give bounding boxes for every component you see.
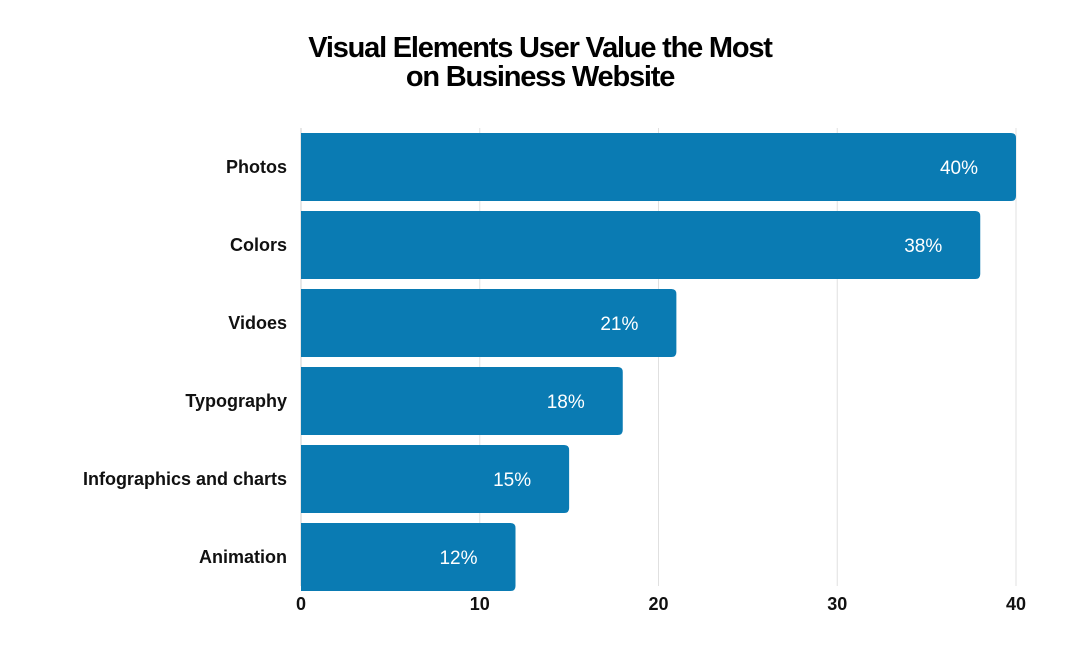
chart-title: Visual Elements User Value the Most on B…	[0, 34, 1080, 92]
bar-infographics-and-charts	[301, 445, 570, 513]
bar-photos	[301, 133, 1016, 201]
category-label: Photos	[226, 157, 287, 177]
data-label: 38%	[904, 236, 942, 257]
bar-typography	[301, 367, 623, 435]
data-label: 40%	[940, 158, 978, 179]
x-tick-label: 30	[827, 594, 847, 614]
category-label: Animation	[199, 547, 287, 567]
chart-title-line-1: Visual Elements User Value the Most	[308, 32, 773, 64]
x-tick-label: 10	[470, 594, 490, 614]
data-label: 15%	[493, 470, 531, 491]
data-label: 18%	[547, 392, 585, 413]
category-label: Vidoes	[228, 313, 287, 333]
bar-colors	[301, 211, 981, 279]
category-label: Typography	[185, 391, 287, 411]
bar-animation	[301, 523, 516, 591]
data-label: 12%	[439, 548, 477, 569]
category-label: Infographics and charts	[83, 469, 287, 489]
x-tick-label: 40	[1006, 594, 1026, 614]
category-label: Colors	[230, 235, 287, 255]
chart-title-line-2: on Business Website	[405, 61, 676, 93]
x-tick-label: 0	[296, 594, 306, 614]
x-tick-label: 20	[648, 594, 668, 614]
data-label: 21%	[600, 314, 638, 335]
bar-vidoes	[301, 289, 677, 357]
